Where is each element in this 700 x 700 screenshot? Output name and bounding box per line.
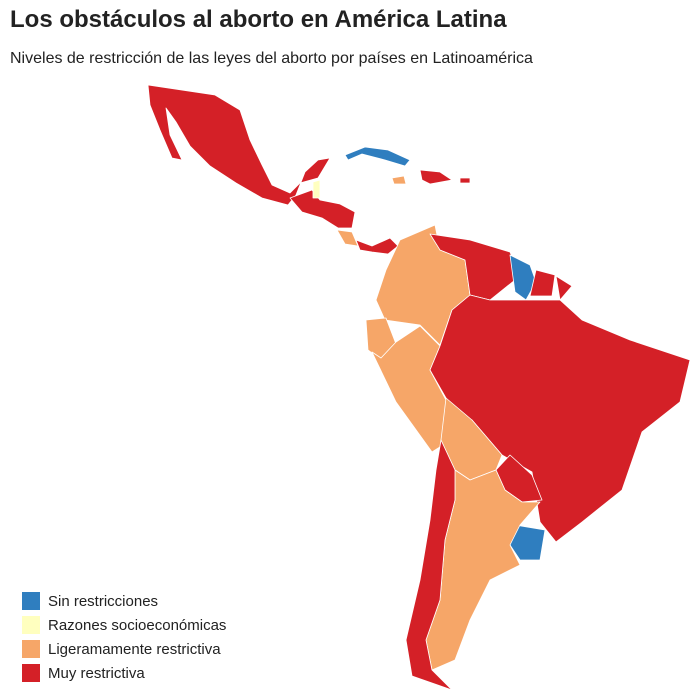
region — [289, 189, 356, 229]
title: Los obstáculos al aborto en América Lati… — [10, 6, 507, 33]
region — [344, 146, 411, 167]
legend-label: Razones socioeconómicas — [48, 617, 226, 634]
legend-label: Sin restricciones — [48, 593, 158, 610]
region — [355, 237, 399, 255]
region — [391, 175, 407, 185]
legend-label: Muy restrictiva — [48, 665, 145, 682]
region — [529, 269, 573, 301]
region — [336, 229, 359, 247]
legend-swatch — [22, 640, 40, 658]
region — [147, 84, 331, 206]
legend: Sin restricciones Razones socioeconómicas… — [22, 592, 226, 682]
legend-swatch — [22, 592, 40, 610]
map — [147, 84, 691, 691]
legend-label: Ligeramamente restrictiva — [48, 641, 221, 658]
legend-swatch — [22, 616, 40, 634]
region — [312, 179, 321, 199]
region — [419, 169, 471, 185]
region — [405, 439, 456, 691]
subtitle: Niveles de restricción de las leyes del … — [10, 50, 533, 67]
legend-swatch — [22, 664, 40, 682]
